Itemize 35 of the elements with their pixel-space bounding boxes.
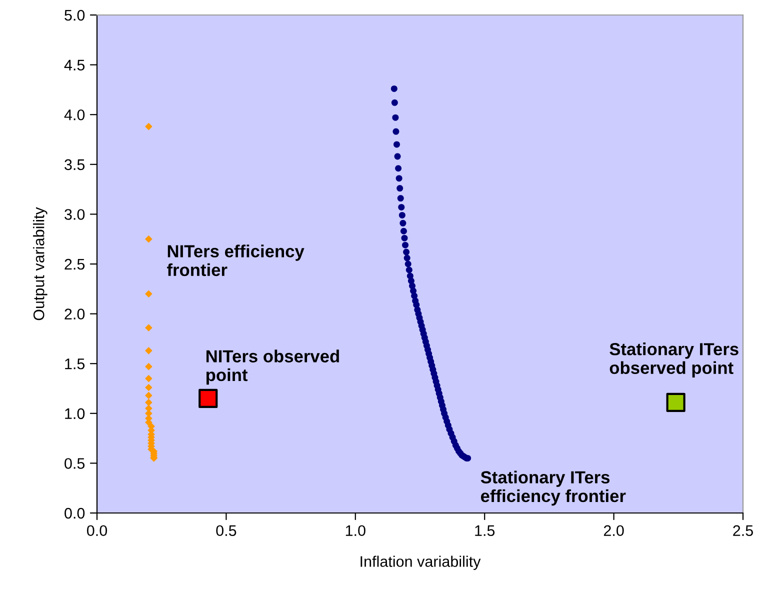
series-label: Stationary ITers efficiency frontier xyxy=(480,470,626,506)
y-tick-label: 0.0 xyxy=(64,508,85,519)
x-tick-label: 1.5 xyxy=(475,525,495,536)
point xyxy=(666,392,686,412)
y-tick-label: 2.5 xyxy=(64,258,85,270)
series-label: Stationary ITers observed point xyxy=(610,342,738,378)
x-axis-title: Inflation variability xyxy=(360,556,481,570)
x-tick-label: 2.5 xyxy=(733,525,753,536)
y-tick-label: 3.5 xyxy=(64,159,85,170)
y-tick-label: 1.0 xyxy=(65,408,85,420)
x-tick-label: 0.0 xyxy=(86,525,108,536)
point xyxy=(145,235,152,243)
y-axis-title: Output variability xyxy=(33,207,48,320)
y-tick-label: 4.5 xyxy=(64,60,85,70)
y-tick-label: 2.0 xyxy=(64,308,85,320)
point xyxy=(145,384,152,392)
y-tick-label: 0.5 xyxy=(64,458,85,469)
point xyxy=(145,374,152,382)
point xyxy=(145,324,152,332)
y-tick-label: 5.0 xyxy=(64,10,85,21)
point xyxy=(145,290,152,298)
point xyxy=(145,398,152,406)
x-tick-label: 2.0 xyxy=(604,525,624,536)
point xyxy=(198,388,218,408)
point xyxy=(145,122,152,130)
y-tick-label: 1.5 xyxy=(65,358,85,370)
point xyxy=(145,346,152,354)
x-tick-label: 1.0 xyxy=(346,525,366,536)
x-tick-label: 0.5 xyxy=(216,525,236,536)
series-label: NITers efficiency frontier xyxy=(167,244,304,276)
point xyxy=(145,392,152,400)
point xyxy=(145,362,152,370)
y-tick-label: 4.0 xyxy=(64,109,85,120)
series-label: NITers observed point xyxy=(206,350,339,385)
y-tick-label: 3.0 xyxy=(64,209,85,220)
